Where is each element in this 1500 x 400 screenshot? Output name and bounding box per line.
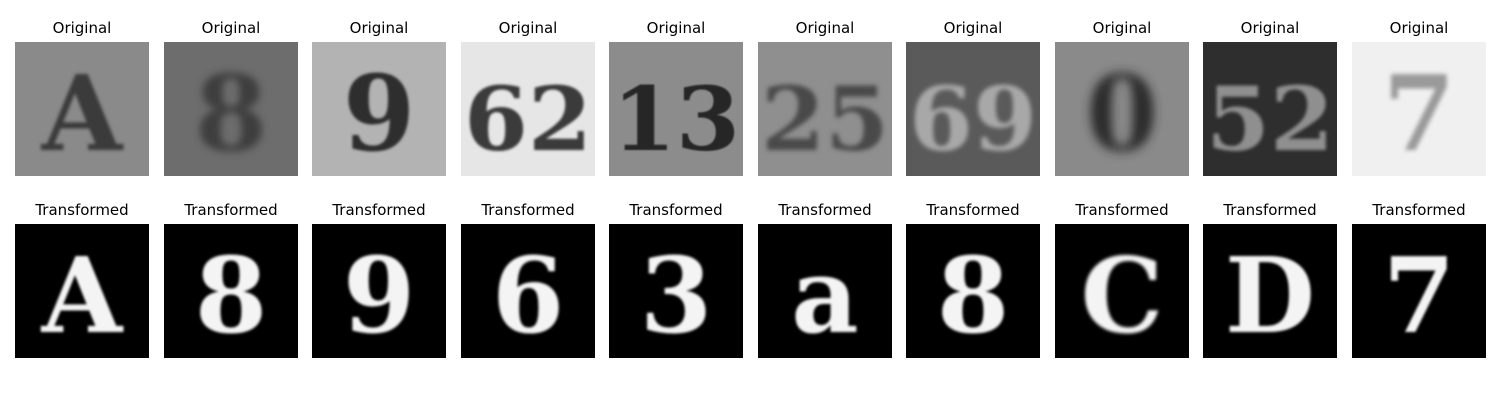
photo-background: [1055, 42, 1189, 176]
original-image: 8: [164, 42, 298, 176]
transformed-image: C: [1055, 224, 1189, 358]
transformed-image: 3: [609, 224, 743, 358]
photo-background: [758, 42, 892, 176]
transformed-title: Transformed: [1223, 201, 1317, 219]
original-image: 7: [1352, 42, 1486, 176]
digit-glyph: 9: [343, 52, 415, 175]
original-title: Original: [498, 19, 558, 37]
original-title: Original: [1240, 19, 1300, 37]
original-image: 25: [758, 42, 892, 176]
original-title: Original: [646, 19, 706, 37]
digit-glyph: 0: [1086, 52, 1158, 175]
transformed-title: Transformed: [629, 201, 723, 219]
transformed-title: Transformed: [184, 201, 278, 219]
original-title: Original: [349, 19, 409, 37]
transformed-title: Transformed: [926, 201, 1020, 219]
black-background: [15, 224, 149, 358]
transformed-title: Transformed: [1075, 201, 1169, 219]
digit-glyph: D: [1225, 234, 1315, 357]
black-background: [758, 224, 892, 358]
digit-glyph: 13: [612, 67, 740, 171]
original-title: Original: [201, 19, 261, 37]
photo-background: [1203, 42, 1337, 176]
photo-background: [906, 42, 1040, 176]
digit-glyph: 7: [1383, 52, 1455, 175]
transformed-title: Transformed: [35, 201, 129, 219]
digit-glyph: 7: [1383, 234, 1455, 357]
digit-glyph: 8: [937, 234, 1009, 357]
digit-glyph: a: [791, 234, 858, 357]
digit-glyph: 8: [195, 234, 267, 357]
transformed-title: Transformed: [332, 201, 426, 219]
original-title: Original: [1092, 19, 1152, 37]
photo-background: [15, 42, 149, 176]
black-background: [906, 224, 1040, 358]
photo-background: [164, 42, 298, 176]
black-background: [1203, 224, 1337, 358]
digit-glyph: 25: [761, 67, 889, 171]
transformed-image: 8: [906, 224, 1040, 358]
digit-glyph: A: [41, 234, 124, 357]
transformed-title: Transformed: [1372, 201, 1466, 219]
original-image: 62: [461, 42, 595, 176]
original-title: Original: [943, 19, 1003, 37]
digit-glyph: A: [41, 52, 124, 175]
digit-glyph: 52: [1206, 67, 1334, 171]
digit-glyph: 6: [492, 234, 564, 357]
transformed-image: A: [15, 224, 149, 358]
black-background: [312, 224, 446, 358]
transformed-image: 6: [461, 224, 595, 358]
digit-glyph: 8: [195, 52, 267, 175]
original-image: 9: [312, 42, 446, 176]
transformed-image: 8: [164, 224, 298, 358]
original-image: 52: [1203, 42, 1337, 176]
original-image: 0: [1055, 42, 1189, 176]
original-image: A: [15, 42, 149, 176]
black-background: [609, 224, 743, 358]
original-title: Original: [1389, 19, 1449, 37]
black-background: [1055, 224, 1189, 358]
photo-background: [461, 42, 595, 176]
transformed-image: a: [758, 224, 892, 358]
photo-background: [1352, 42, 1486, 176]
black-background: [461, 224, 595, 358]
digit-glyph: 62: [464, 67, 592, 171]
transformed-title: Transformed: [481, 201, 575, 219]
original-title: Original: [795, 19, 855, 37]
photo-background: [609, 42, 743, 176]
digit-glyph: C: [1081, 234, 1164, 357]
black-background: [1352, 224, 1486, 358]
photo-background: [312, 42, 446, 176]
digit-glyph: 3: [640, 234, 712, 357]
black-background: [164, 224, 298, 358]
original-title: Original: [52, 19, 112, 37]
transformed-image: 9: [312, 224, 446, 358]
original-image: 13: [609, 42, 743, 176]
transformed-title: Transformed: [778, 201, 872, 219]
digit-glyph: 9: [343, 234, 415, 357]
transformed-image: D: [1203, 224, 1337, 358]
original-image: 69: [906, 42, 1040, 176]
digit-glyph: 69: [909, 67, 1037, 171]
transformed-image: 7: [1352, 224, 1486, 358]
